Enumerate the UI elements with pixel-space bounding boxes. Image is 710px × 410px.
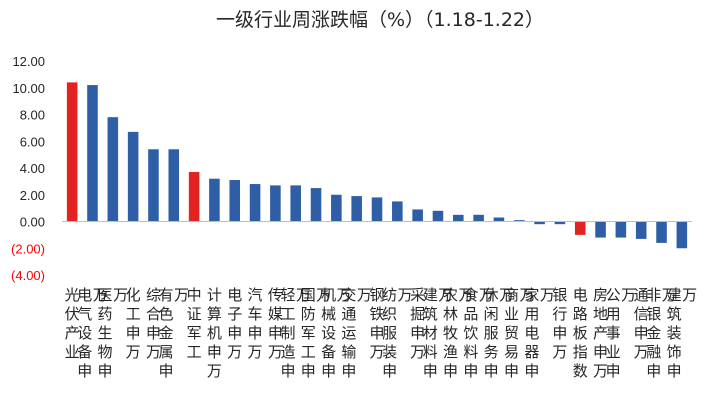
category-label: 家用电器申万: [524, 286, 555, 380]
category-label: 化工申万: [126, 286, 141, 361]
category-label: 轻工制造申万: [280, 286, 311, 380]
category-label: 电路板指数: [573, 286, 588, 380]
category-label: 公用事业申万: [606, 286, 637, 380]
category-label: 食品饮料申万: [463, 286, 494, 380]
bar: [249, 184, 261, 222]
category-label: 农林牧渔申万: [443, 286, 474, 380]
bar: [635, 221, 647, 239]
bar: [656, 221, 667, 243]
y-tick-label: 10.00: [12, 81, 45, 96]
bar: [615, 221, 627, 238]
category-label: 综合申万: [146, 286, 161, 361]
bars-group: [66, 82, 688, 249]
category-labels: 光伏产业电气设备申万医药生物申万化工申万综合申万有色金属申万中证军工计算机申万电…: [65, 286, 697, 380]
bar: [371, 197, 383, 222]
y-axis: 12.00 10.00 8.00 6.00 4.00 2.00 0.00 (2.00) (4.0…: [11, 54, 45, 283]
bar: [107, 117, 119, 222]
bar: [493, 217, 505, 222]
bar: [66, 82, 78, 222]
bar: [270, 185, 281, 222]
category-label: 钢铁申万: [369, 286, 384, 361]
category-label: 建筑装饰申万: [667, 286, 698, 380]
bar: [412, 209, 423, 222]
y-tick-label: (4.00): [11, 268, 45, 283]
category-label: 非银金融申万: [646, 286, 677, 380]
category-label: 有色金属申万: [159, 286, 190, 380]
bar: [290, 185, 301, 222]
bar: [148, 149, 159, 222]
category-label: 电子申万: [227, 286, 242, 361]
y-tick-label: (2.00): [11, 241, 45, 256]
bar: [229, 180, 241, 222]
chart-title: 一级行业周涨跌幅（%）（1.18-1.22）: [216, 9, 544, 31]
bar: [453, 214, 464, 222]
category-label: 商业贸易申万: [504, 286, 535, 380]
bar: [473, 214, 484, 222]
category-label: 医药生物申万: [98, 286, 129, 380]
y-tick-label: 12.00: [12, 54, 45, 69]
bar: [534, 221, 545, 225]
bar: [432, 210, 444, 222]
category-label: 交通运输申万: [341, 286, 372, 380]
category-label: 通信申万: [634, 286, 649, 361]
category-label: 休闲服务申万: [484, 286, 515, 380]
category-label: 建筑材料申万: [423, 286, 454, 380]
category-label: 中证军工: [187, 286, 202, 361]
category-label: 机械设备申万: [321, 286, 352, 380]
bar: [392, 201, 403, 222]
category-label: 电气设备申万: [77, 286, 108, 380]
bar: [351, 196, 362, 222]
bar: [676, 221, 688, 249]
y-tick-label: 4.00: [20, 161, 45, 176]
y-tick-label: 6.00: [20, 134, 45, 149]
bar: [168, 149, 180, 222]
y-tick-label: 0.00: [20, 215, 45, 230]
category-label: 纺织服装申万: [382, 286, 413, 380]
bar: [188, 172, 200, 222]
category-label: 传媒申万: [268, 286, 283, 361]
category-label: 汽车申万: [248, 286, 263, 361]
bar: [310, 188, 322, 222]
category-label: 光伏产业: [65, 286, 80, 361]
bar: [513, 220, 525, 222]
bar: [87, 85, 98, 222]
y-tick-label: 8.00: [20, 108, 45, 123]
category-label: 国防军工申万: [301, 286, 332, 380]
category-label: 采掘申万: [410, 286, 425, 361]
category-label: 计算机申万: [207, 286, 222, 380]
bar: [574, 221, 586, 235]
bar: [331, 194, 342, 222]
bar: [554, 221, 566, 225]
y-tick-label: 2.00: [20, 188, 45, 203]
bar: [595, 221, 606, 238]
category-label: 银行申万: [552, 286, 567, 361]
bar: [209, 178, 220, 222]
bar: [127, 131, 139, 222]
category-label: 房地产申万: [593, 286, 608, 380]
